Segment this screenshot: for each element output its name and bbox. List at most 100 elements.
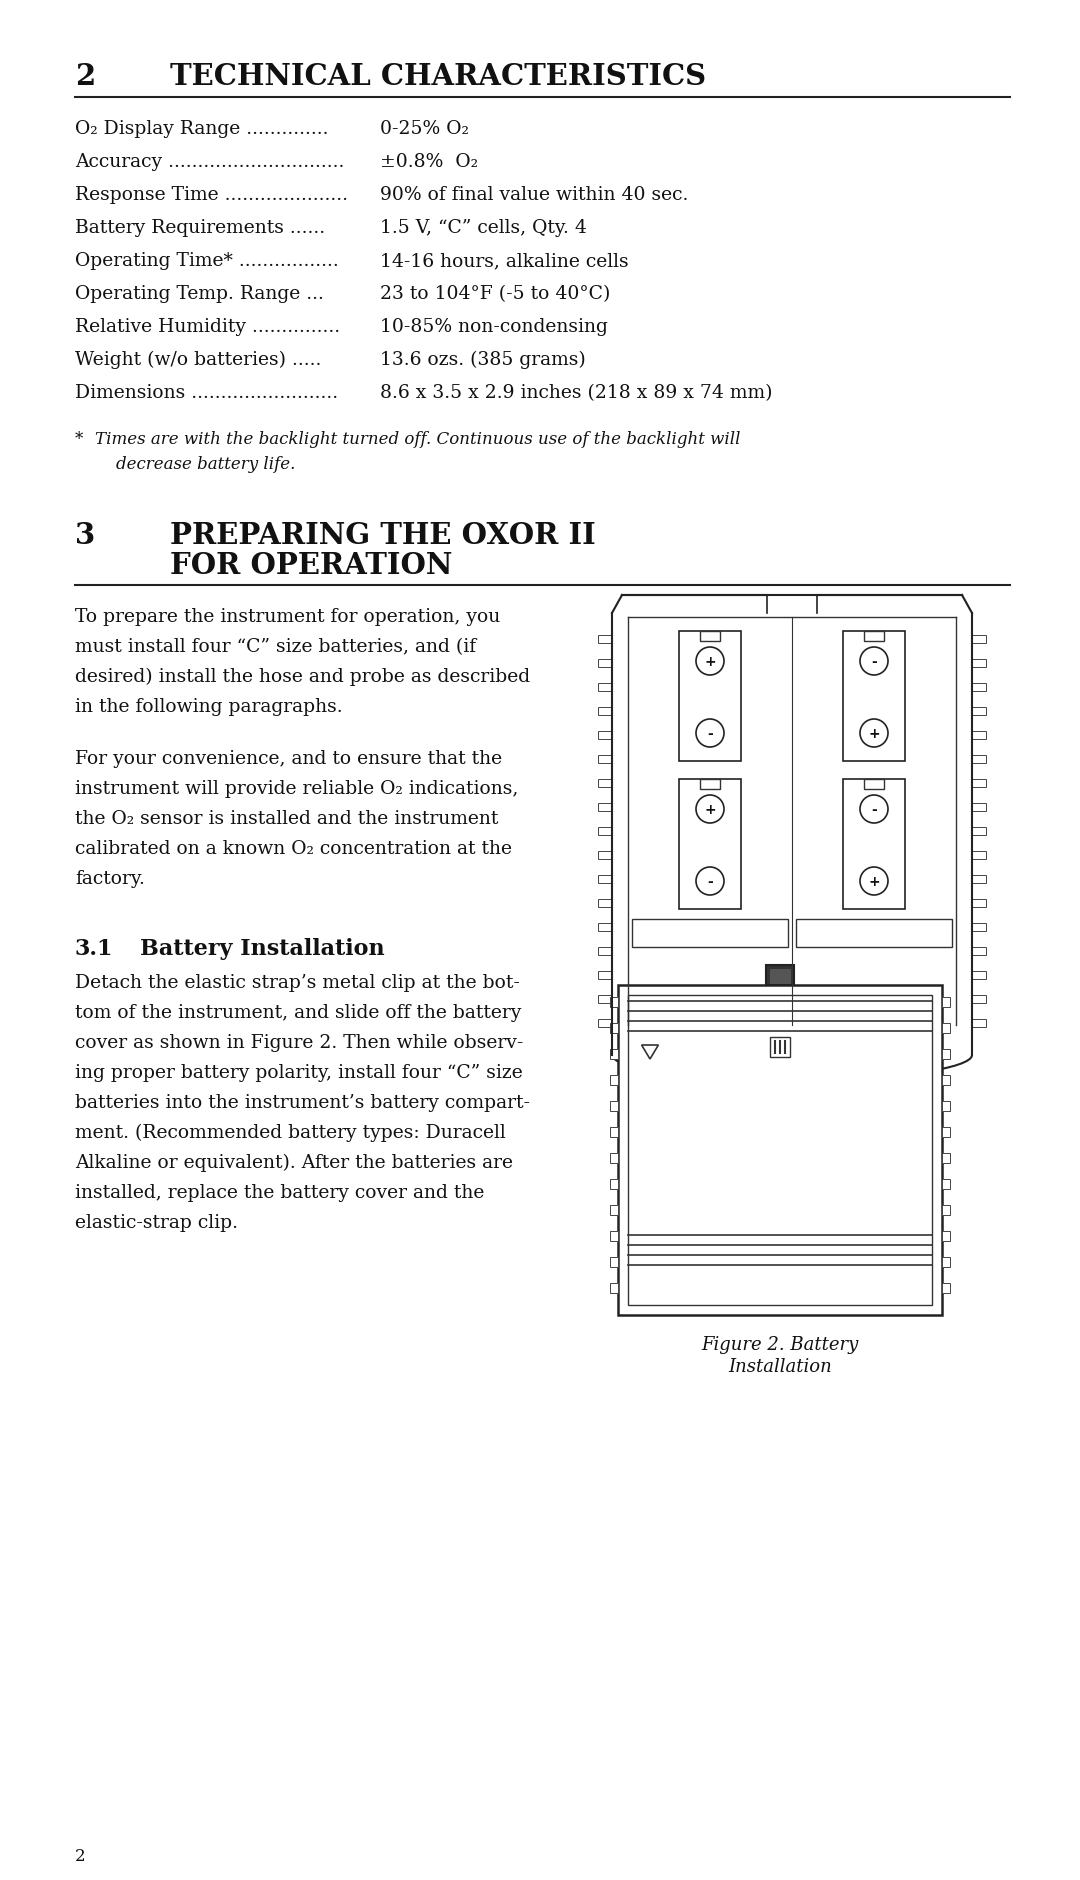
Text: 3.1: 3.1 — [75, 938, 113, 959]
Bar — [864, 632, 885, 641]
Bar — [610, 998, 618, 1008]
Bar — [610, 1128, 618, 1137]
Bar — [598, 660, 612, 667]
Text: 1.5 V, “C” cells, Qty. 4: 1.5 V, “C” cells, Qty. 4 — [380, 218, 586, 237]
Bar — [972, 852, 986, 859]
Text: 2: 2 — [75, 62, 95, 90]
Text: O₂ Display Range ..............: O₂ Display Range .............. — [75, 120, 328, 137]
Bar — [766, 966, 794, 985]
Text: in the following paragraphs.: in the following paragraphs. — [75, 697, 342, 716]
Bar — [864, 780, 885, 790]
Bar — [942, 1023, 950, 1034]
Bar — [942, 1154, 950, 1164]
Text: TECHNICAL CHARACTERISTICS: TECHNICAL CHARACTERISTICS — [170, 62, 706, 90]
Circle shape — [860, 867, 888, 895]
Circle shape — [696, 867, 724, 895]
Text: Dimensions .........................: Dimensions ......................... — [75, 384, 338, 402]
Text: installed, replace the battery cover and the: installed, replace the battery cover and… — [75, 1183, 484, 1201]
Bar — [679, 632, 741, 761]
Polygon shape — [642, 1045, 659, 1060]
Bar — [700, 780, 720, 790]
Bar — [942, 1179, 950, 1190]
Bar — [942, 1231, 950, 1241]
Bar — [627, 996, 932, 1305]
Text: calibrated on a known O₂ concentration at the: calibrated on a known O₂ concentration a… — [75, 840, 512, 857]
Text: batteries into the instrument’s battery compart-: batteries into the instrument’s battery … — [75, 1094, 530, 1111]
Bar — [972, 972, 986, 979]
Bar — [598, 899, 612, 908]
Text: +: + — [868, 726, 880, 741]
Text: ment. (Recommended battery types: Duracell: ment. (Recommended battery types: Durace… — [75, 1124, 505, 1141]
Text: PREPARING THE OXOR II: PREPARING THE OXOR II — [170, 521, 596, 549]
Text: instrument will provide reliable O₂ indications,: instrument will provide reliable O₂ indi… — [75, 780, 518, 797]
Bar — [972, 827, 986, 835]
Text: 14-16 hours, alkaline cells: 14-16 hours, alkaline cells — [380, 252, 629, 271]
Bar — [972, 707, 986, 716]
Bar — [598, 972, 612, 979]
Text: 0-25% O₂: 0-25% O₂ — [380, 120, 469, 137]
Text: +: + — [868, 874, 880, 889]
Bar — [598, 684, 612, 692]
Bar — [610, 1154, 618, 1164]
Text: tom of the instrument, and slide off the battery: tom of the instrument, and slide off the… — [75, 1004, 522, 1021]
Text: Weight (w/o batteries) .....: Weight (w/o batteries) ..... — [75, 352, 322, 368]
Bar — [598, 731, 612, 739]
Bar — [843, 780, 905, 910]
Bar — [679, 780, 741, 910]
Text: 3: 3 — [75, 521, 95, 549]
Text: cover as shown in Figure 2. Then while observ-: cover as shown in Figure 2. Then while o… — [75, 1034, 524, 1051]
Text: -: - — [872, 654, 877, 669]
Bar — [942, 1205, 950, 1214]
Circle shape — [860, 647, 888, 675]
Text: Accuracy ..............................: Accuracy .............................. — [75, 152, 345, 171]
Text: -: - — [872, 803, 877, 816]
Bar — [942, 1075, 950, 1085]
Text: Figure 2. Battery: Figure 2. Battery — [701, 1335, 859, 1354]
Bar — [770, 970, 789, 983]
Bar — [610, 1102, 618, 1111]
Bar — [598, 780, 612, 788]
Text: +: + — [704, 654, 716, 669]
Text: Response Time .....................: Response Time ..................... — [75, 186, 348, 203]
Bar — [610, 1231, 618, 1241]
Text: desired) install the hose and probe as described: desired) install the hose and probe as d… — [75, 667, 530, 686]
Bar — [632, 919, 788, 948]
Bar — [598, 996, 612, 1004]
Text: Battery Installation: Battery Installation — [140, 938, 384, 959]
Text: 8.6 x 3.5 x 2.9 inches (218 x 89 x 74 mm): 8.6 x 3.5 x 2.9 inches (218 x 89 x 74 mm… — [380, 384, 772, 402]
Bar — [598, 948, 612, 955]
Text: Detach the elastic strap’s metal clip at the bot-: Detach the elastic strap’s metal clip at… — [75, 974, 519, 991]
Bar — [972, 948, 986, 955]
Text: Times are with the backlight turned off. Continuous use of the backlight will
  : Times are with the backlight turned off.… — [95, 431, 741, 472]
Bar — [598, 635, 612, 643]
Text: factory.: factory. — [75, 870, 145, 887]
Text: ing proper battery polarity, install four “C” size: ing proper battery polarity, install fou… — [75, 1064, 523, 1081]
Bar — [942, 1049, 950, 1060]
Bar — [972, 684, 986, 692]
Bar — [618, 985, 942, 1316]
Text: must install four “C” size batteries, and (if: must install four “C” size batteries, an… — [75, 637, 476, 656]
Bar — [598, 876, 612, 884]
Circle shape — [860, 720, 888, 748]
Bar — [942, 1258, 950, 1267]
Bar — [610, 1205, 618, 1214]
Text: *: * — [75, 431, 94, 447]
Bar — [972, 803, 986, 812]
Text: 13.6 ozs. (385 grams): 13.6 ozs. (385 grams) — [380, 352, 585, 368]
Bar — [610, 1179, 618, 1190]
Bar — [972, 1019, 986, 1028]
Text: the O₂ sensor is installed and the instrument: the O₂ sensor is installed and the instr… — [75, 810, 498, 827]
Text: Alkaline or equivalent). After the batteries are: Alkaline or equivalent). After the batte… — [75, 1154, 513, 1171]
Bar — [610, 1075, 618, 1085]
Circle shape — [860, 795, 888, 823]
Bar — [942, 1284, 950, 1293]
Bar — [972, 731, 986, 739]
Bar — [770, 1038, 789, 1057]
Bar — [843, 632, 905, 761]
Bar — [598, 852, 612, 859]
Bar — [610, 1023, 618, 1034]
Bar — [942, 1128, 950, 1137]
Text: elastic-strap clip.: elastic-strap clip. — [75, 1213, 238, 1231]
Bar — [972, 899, 986, 908]
Text: Operating Time* .................: Operating Time* ................. — [75, 252, 339, 271]
